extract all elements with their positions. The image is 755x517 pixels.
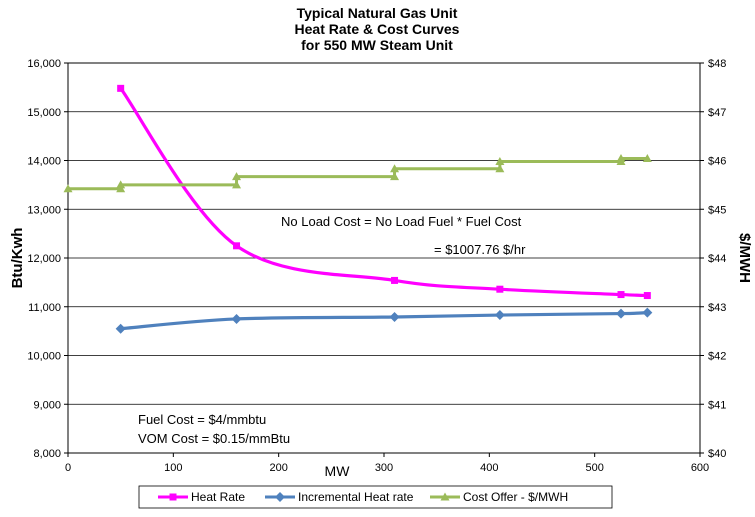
chart-title-line-2: Heat Rate & Cost Curves <box>295 21 460 37</box>
legend-box <box>138 485 613 509</box>
annotation-fuel-cost: Fuel Cost = $4/mmbtu <box>138 412 266 427</box>
annotation-no-load-value: = $1007.76 $/hr <box>434 242 526 257</box>
square-marker <box>617 291 625 299</box>
triangle-marker <box>616 154 626 163</box>
y2-tick-label: $41 <box>708 399 726 411</box>
y-tick-label: 10,000 <box>27 351 61 363</box>
legend-triangle-marker <box>440 492 450 501</box>
x-tick-label: 500 <box>585 462 603 474</box>
x-axis: 0 100 200 300 400 500 600 <box>65 453 709 474</box>
triangle-marker <box>390 164 400 173</box>
triangle-marker <box>495 164 505 173</box>
diamond-marker <box>616 308 626 319</box>
y-tick-label: 9,000 <box>33 399 61 411</box>
y-tick-label: 11,000 <box>28 302 61 314</box>
y-tick-label: 15,000 <box>27 107 61 119</box>
diamond-marker <box>231 313 242 324</box>
y2-tick-label: $40 <box>708 448 726 460</box>
legend: Heat Rate Incremental Heat rate Cost Offer… <box>138 485 613 509</box>
triangle-marker <box>642 154 652 163</box>
y-tick-label: 14,000 <box>27 156 61 168</box>
legend-diamond-marker <box>275 492 285 502</box>
y2-axis-title: $/MWH <box>736 233 753 283</box>
x-axis-title: MW <box>325 463 351 479</box>
y-tick-label: 12,000 <box>27 253 61 265</box>
y2-tick-label: $47 <box>708 107 726 119</box>
y-axis-title: Btu/Kwh <box>9 228 26 289</box>
series-line <box>68 157 648 191</box>
y-tick-label: 13,000 <box>27 204 61 216</box>
x-tick-label: 600 <box>691 462 709 474</box>
diamond-marker <box>389 311 400 322</box>
annotation-vom-cost: VOM Cost = $0.15/mmBtu <box>138 431 290 446</box>
chart-title-line-3: for 550 MW Steam Unit <box>301 37 453 53</box>
x-tick-label: 400 <box>480 462 498 474</box>
legend-label: Cost Offer - $/MWH <box>463 490 568 504</box>
square-marker <box>117 84 125 92</box>
x-tick-label: 300 <box>375 462 393 474</box>
chart-title-line-1: Typical Natural Gas Unit <box>297 5 458 21</box>
diamond-marker <box>115 323 126 334</box>
triangle-marker <box>116 180 126 189</box>
chart-title: Typical Natural Gas Unit Heat Rate & Cos… <box>295 5 460 53</box>
triangle-marker <box>495 156 505 165</box>
y-axis-left: 8,000 9,000 10,000 11,000 12,000 13,000 14,000… <box>27 58 68 460</box>
x-tick-label: 200 <box>269 462 287 474</box>
series-incremental-heat-rate <box>115 307 653 334</box>
y2-tick-label: $43 <box>708 302 726 314</box>
y2-tick-label: $45 <box>708 204 726 216</box>
triangle-marker <box>390 172 400 181</box>
square-marker <box>496 285 504 293</box>
y2-tick-label: $46 <box>708 156 726 168</box>
series-group <box>63 84 653 334</box>
y-tick-label: 16,000 <box>27 58 61 70</box>
triangle-marker <box>232 172 242 181</box>
triangle-marker <box>232 180 242 189</box>
legend-square-marker <box>169 493 177 501</box>
diamond-marker <box>642 307 653 318</box>
y-axis-right: $40 $41 $42 $43 $44 $45 $46 $47 $48 <box>700 58 726 460</box>
y2-tick-label: $48 <box>708 58 726 70</box>
x-tick-label: 100 <box>164 462 182 474</box>
triangle-marker <box>63 184 73 193</box>
annotation-no-load-cost: No Load Cost = No Load Fuel * Fuel Cost <box>281 214 522 229</box>
series-cost-offer-mwh <box>63 154 652 193</box>
x-tick-label: 0 <box>65 462 71 474</box>
gridlines <box>68 111 700 405</box>
square-marker <box>643 292 651 300</box>
diamond-marker <box>494 310 505 321</box>
y-tick-label: 8,000 <box>33 448 61 460</box>
series-line <box>119 87 648 298</box>
series-line <box>120 311 648 331</box>
annotations: No Load Cost = No Load Fuel * Fuel Cost … <box>138 214 526 446</box>
legend-label: Heat Rate <box>191 490 245 504</box>
y2-tick-label: $42 <box>708 351 726 363</box>
square-marker <box>233 242 241 250</box>
y2-tick-label: $44 <box>708 253 726 265</box>
legend-label: Incremental Heat rate <box>298 490 414 504</box>
series-heat-rate <box>117 84 651 300</box>
square-marker <box>391 276 399 284</box>
